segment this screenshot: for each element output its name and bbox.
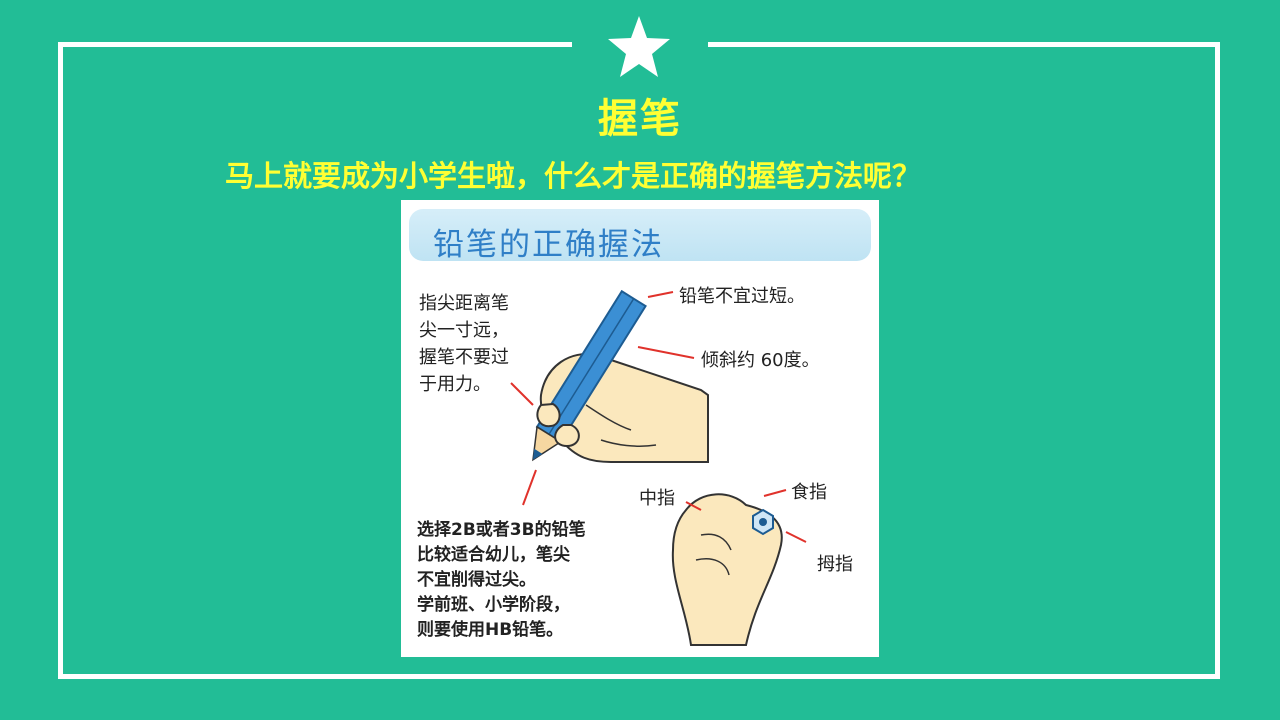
illustration-header: 铅笔的正确握法 [409,209,871,263]
grip-distance-note: 指尖距离笔 尖一寸远， 握笔不要过 于用力。 [419,293,509,395]
illustration-heading: 铅笔的正确握法 [433,227,664,263]
hand-illustration [510,289,807,646]
star-icon [608,16,670,77]
thumb-label: 拇指 [817,554,853,575]
slide-frame [58,42,1220,679]
pencil-length-label: 铅笔不宜过短。 [679,286,805,307]
frame-top-right [708,42,1220,47]
pencil-angle-label: 倾斜约 60度。 [701,350,820,371]
index-finger-label: 食指 [791,482,827,503]
frame-top-left [58,42,572,47]
pencil [532,289,647,462]
middle-finger-label: 中指 [639,488,675,509]
slide-subtitle: 马上就要成为小学生啦，什么才是正确的握笔方法呢？ [225,159,922,193]
illustration-panel: 铅笔的正确握法 指尖距离笔 尖一寸远， 握笔不要过 于用力。 铅笔不宜过短 [401,200,879,657]
slide-title: 握笔 [598,96,682,142]
pencil-choice-note: 选择2B或者3B的铅笔 比较适合幼儿，笔尖 不宜削得过尖。 学前班、小学阶段， … [417,520,586,640]
